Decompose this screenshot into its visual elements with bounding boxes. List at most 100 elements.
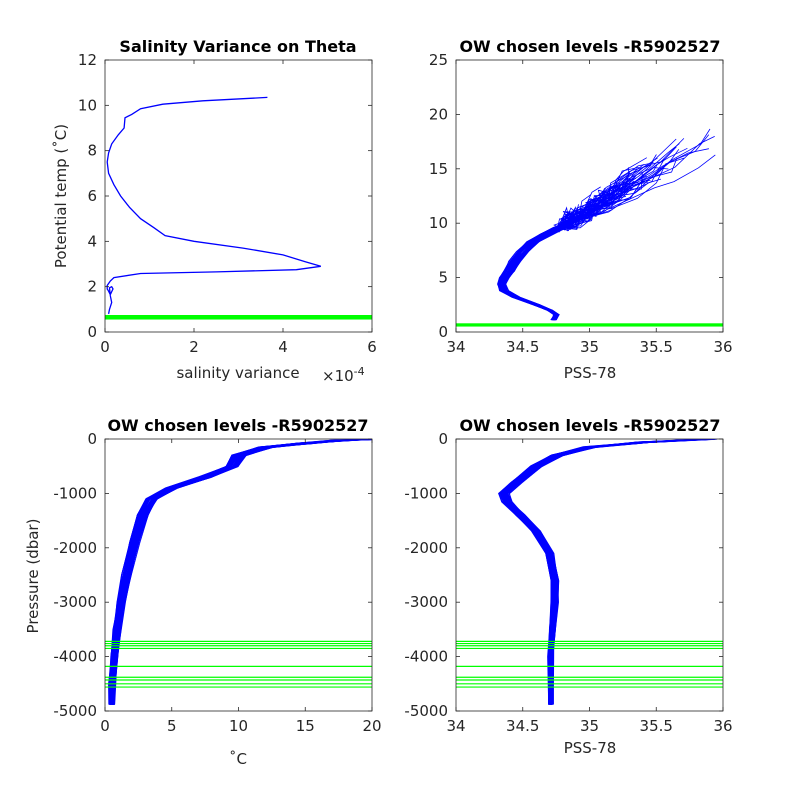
profile-line [109,439,368,705]
profile-line [112,439,372,705]
profile-line [506,439,713,705]
profile-line [108,439,365,705]
profile-line [505,439,714,705]
profile-line [113,439,372,705]
profile-line [113,439,372,705]
profile-line [112,439,372,705]
y-tick-label: 0 [87,323,97,341]
profile-line [503,439,710,705]
profile-line [508,439,717,705]
y-tick-label: -2000 [404,539,448,557]
profile-line [504,439,712,705]
profile-line [507,439,718,705]
profile-line [508,439,717,705]
profile-line [501,439,708,705]
profile-line [500,148,709,321]
profile-line [497,147,688,321]
y-tick-label: 2 [87,278,97,296]
x-tick-label: 35 [580,338,599,356]
tick-labels: 0 2 4 6 0 2 4 6 8 10 12 [78,51,377,356]
profile-line [113,439,372,705]
profile-line [507,439,715,705]
profile-line [498,439,705,705]
profile-line [506,439,715,705]
profile-line [500,439,706,705]
y-tick-label: -5000 [404,702,448,720]
profile-line [109,439,366,705]
profile-line [501,439,709,705]
profile-line [503,439,710,705]
profile-line [500,439,705,705]
y-tick-label: -1000 [404,484,448,502]
y-tick-label: 6 [87,187,97,205]
profile-line [111,439,372,705]
x-tick-label: 34.5 [506,717,539,735]
profile-line [506,439,714,705]
x-tick-label: 35.5 [640,338,673,356]
y-tick-label: 0 [87,430,97,448]
x-tick-label: 10 [229,717,248,735]
profile-line [112,439,372,705]
x-tick-label: 15 [296,717,315,735]
profile-line [113,439,372,705]
profile-line [506,439,712,705]
profile-line [112,439,372,705]
y-tick-label: 25 [429,51,448,69]
profile-line [499,134,710,321]
profile-line [500,439,707,705]
profile-line [501,439,706,705]
profile-line [503,439,709,705]
theta-salinity-panel: OW chosen levels -R5902527 34 34.5 35 35.5 3… [429,37,733,382]
profile-line [499,136,715,321]
profile-line [502,439,708,705]
profile-line [499,439,705,705]
profile-line [112,439,372,705]
profile-line [498,439,703,705]
plot-area [104,59,373,333]
y-tick-label: 0 [438,430,448,448]
profile-line [113,439,372,705]
profile-line [110,439,368,705]
x-tick-label: 20 [362,717,381,735]
profile-line [507,439,716,705]
x-tick-label: 4 [278,338,288,356]
y-tick-label: 10 [78,96,97,114]
y-axis-label: Pressure (dbar) [24,519,42,634]
axes-box [104,59,373,333]
profile-line [501,439,707,705]
profile-line [111,439,369,705]
panel-title: Salinity Variance on Theta [119,37,356,56]
y-tick-label: 4 [87,232,97,250]
x-axis-label: ˚C [229,750,247,768]
plot-area [455,59,724,333]
profile-line [109,439,368,705]
profile-line [507,439,715,705]
profile-line [108,439,366,705]
profile-line [112,439,372,705]
x-axis-label: PSS-78 [564,364,617,382]
profile-line [503,439,711,705]
profile-line [112,439,372,705]
profile-line [111,439,370,705]
panel-title: OW chosen levels -R5902527 [107,416,368,435]
profile-line [499,439,706,705]
salinity-variance-panel: Salinity Variance on Theta 0 2 4 6 0 2 4 6 8 10 12… [52,37,377,385]
profile-line [501,439,707,705]
profile-line [113,439,372,705]
profile-line [111,439,372,705]
profile-line [112,439,372,705]
profile-line [109,439,368,705]
x-tick-label: 6 [367,338,377,356]
y-tick-label: 8 [87,142,97,160]
profile-line [111,439,372,705]
profile-line [497,149,680,321]
profile-line [112,439,372,705]
chosen-level-band [105,315,372,320]
x-tick-label: 34 [446,717,465,735]
profile-line [504,439,712,705]
profile-line [501,439,707,705]
x-tick-label: 5 [167,717,177,735]
profile-line [110,439,371,705]
profile-line [111,439,372,705]
